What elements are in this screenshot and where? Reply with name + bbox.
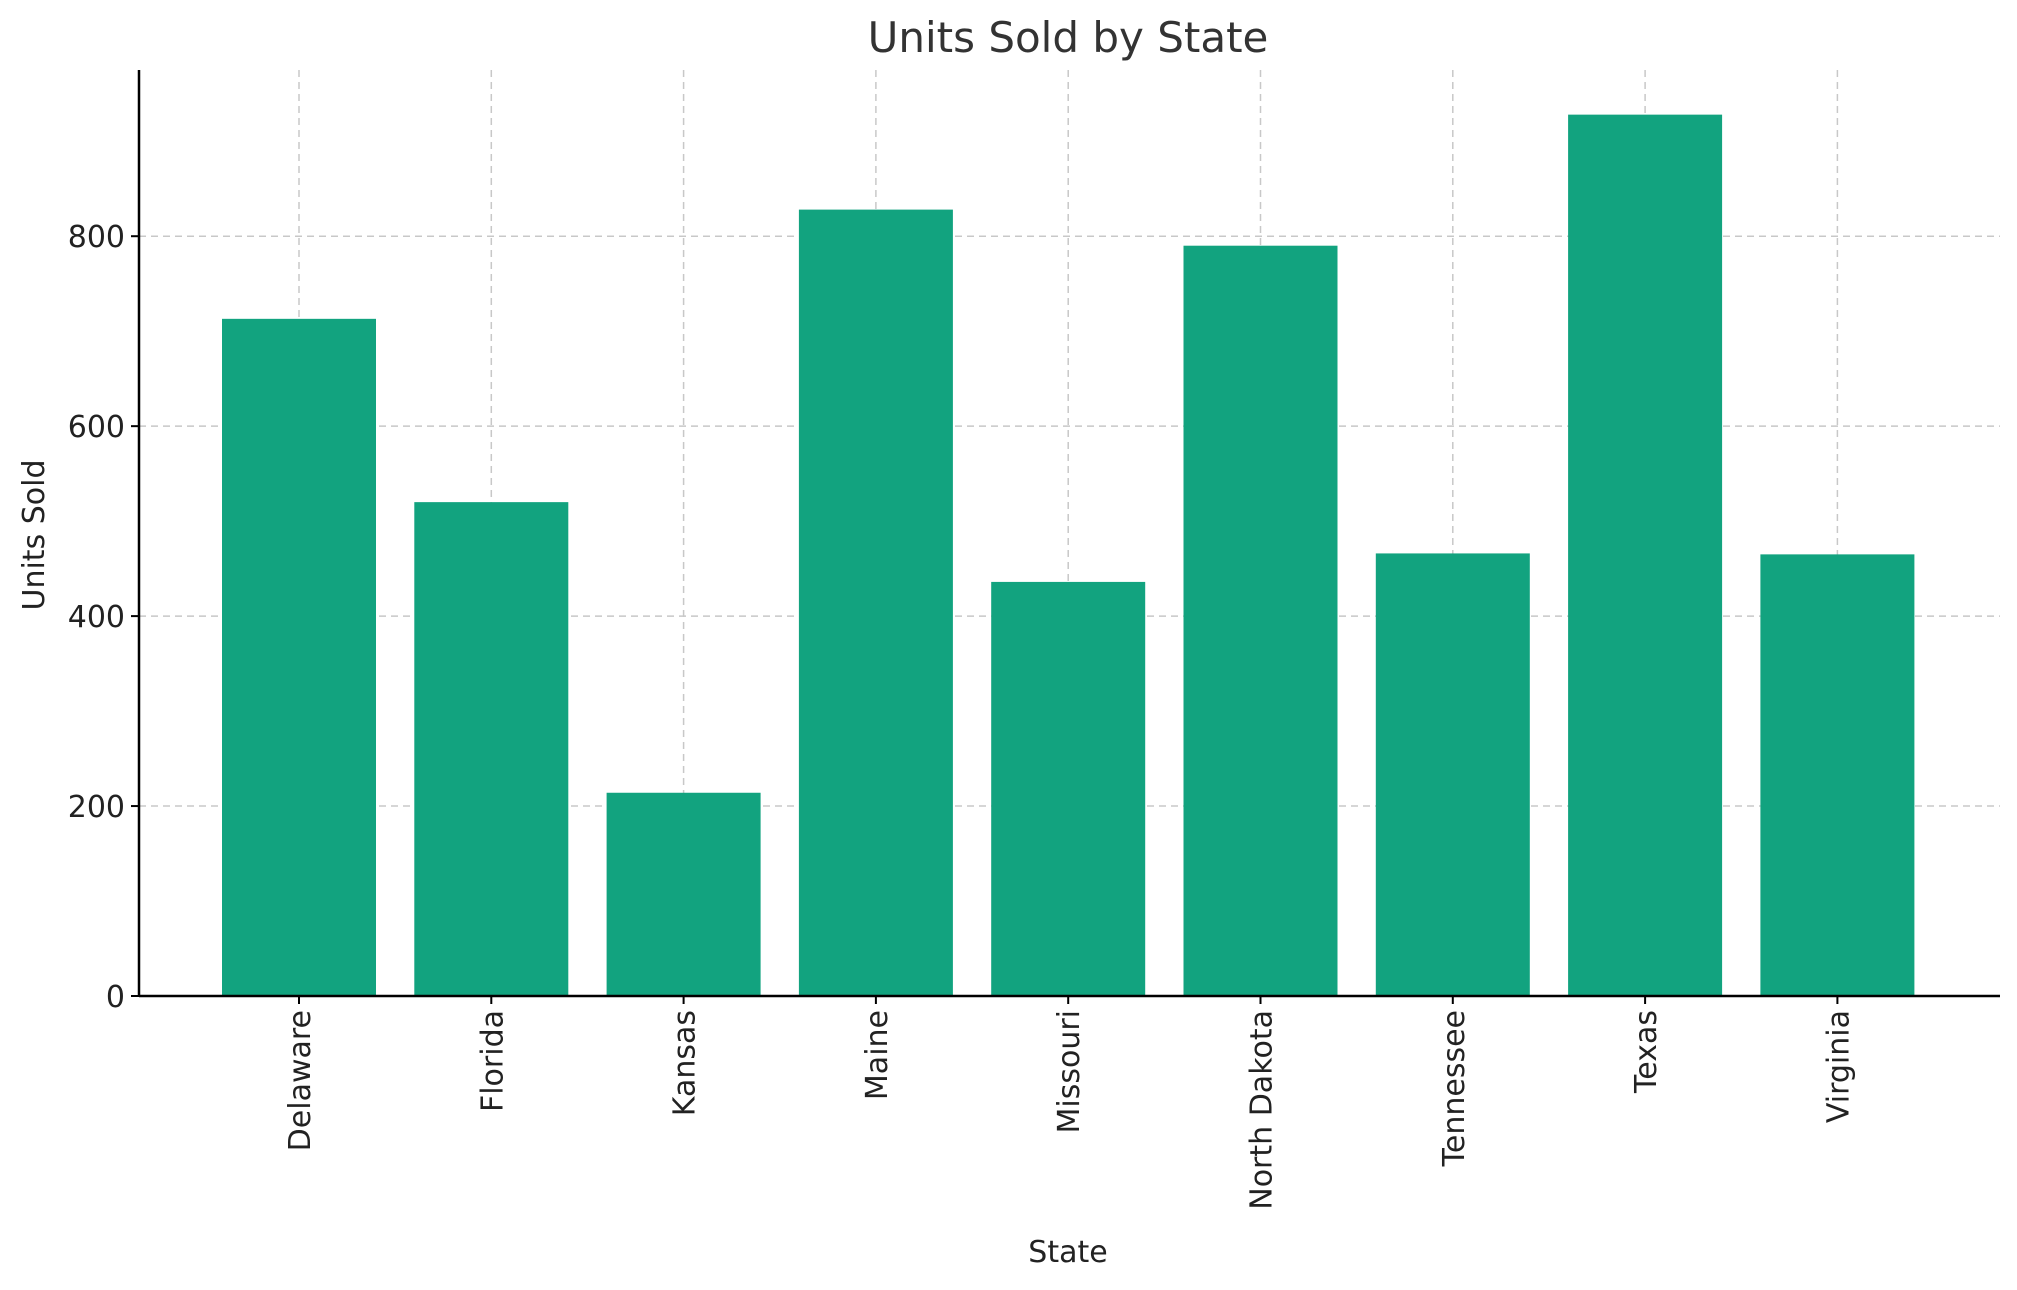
x-ticks: Delaware Florida Kansas Maine Missouri North … (283, 996, 1856, 1210)
y-axis-label: Units Sold (17, 459, 52, 610)
y-tick-label: 400 (68, 600, 125, 635)
bar-missouri (991, 581, 1146, 996)
y-tick-label: 200 (68, 790, 125, 825)
bar-delaware (222, 318, 376, 996)
y-tick-label: 0 (106, 980, 125, 1015)
bar-kansas (606, 792, 761, 996)
x-tick-label: Maine (860, 1010, 895, 1100)
bar-tennessee (1375, 553, 1530, 996)
x-tick-label: Kansas (668, 1010, 703, 1116)
bar-florida (414, 502, 569, 996)
x-tick-label: North Dakota (1245, 1010, 1280, 1210)
y-tick-label: 800 (68, 220, 125, 255)
x-tick-label: Virginia (1821, 1010, 1856, 1123)
x-tick-label: Texas (1629, 1010, 1664, 1094)
x-tick-label: Florida (475, 1010, 510, 1112)
chart-title: Units Sold by State (868, 13, 1269, 62)
bar-virginia (1760, 554, 1915, 996)
y-tick-label: 600 (68, 410, 125, 445)
y-ticks: 0 200 400 600 800 (68, 220, 139, 1015)
bar-maine (798, 209, 953, 996)
x-tick-label: Missouri (1052, 1010, 1087, 1134)
bar-texas (1568, 114, 1723, 997)
x-tick-label: Tennessee (1437, 1010, 1472, 1167)
axes (137, 70, 2000, 998)
bar-north-dakota (1183, 245, 1338, 996)
bars (222, 114, 1915, 997)
x-axis-label: State (1028, 1235, 1107, 1270)
x-tick-label: Delaware (283, 1010, 318, 1151)
